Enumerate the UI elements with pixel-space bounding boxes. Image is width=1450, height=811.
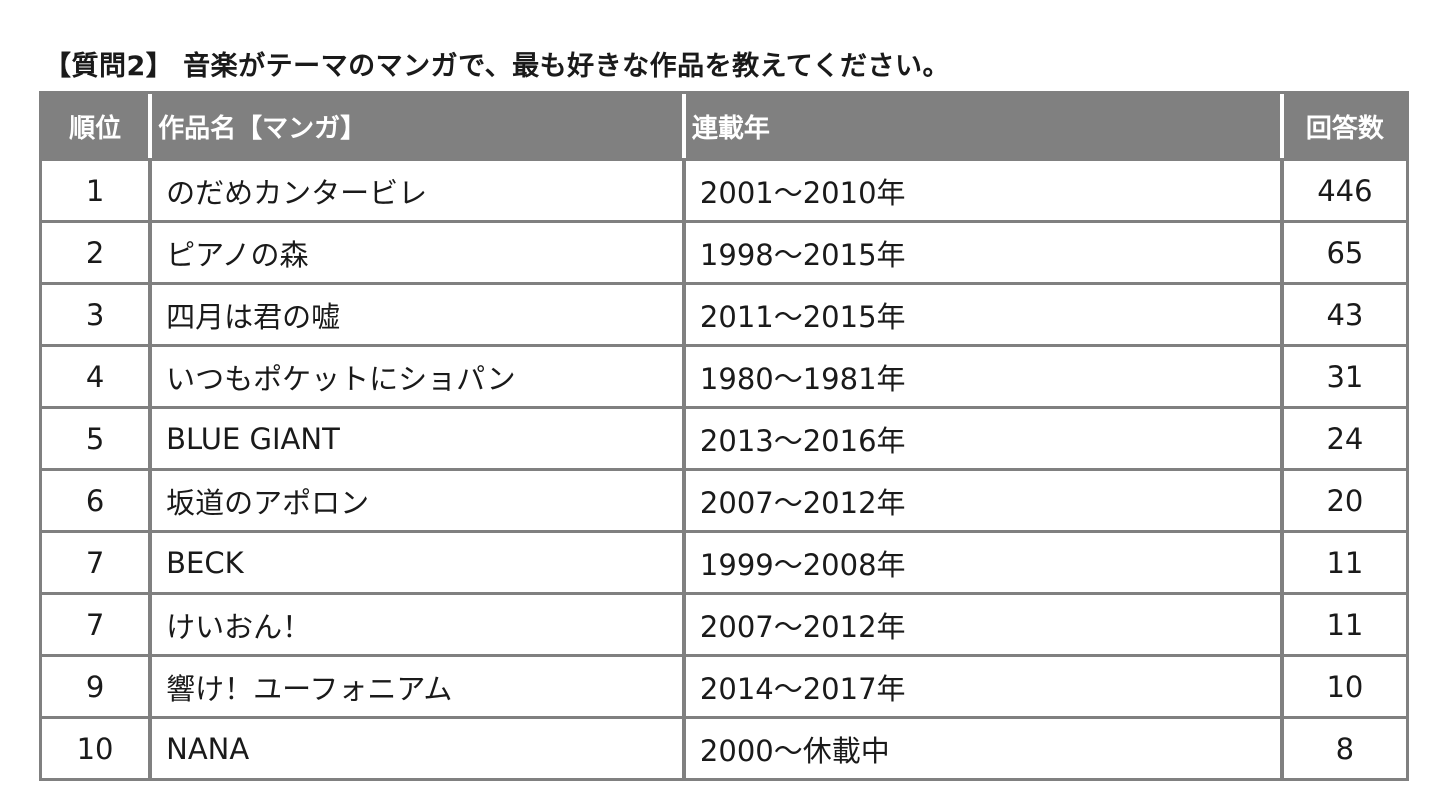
cell-title: いつもポケットにショパン: [148, 344, 682, 406]
cell-count: 20: [1279, 468, 1406, 530]
cell-title: NANA: [148, 716, 682, 778]
cell-rank: 2: [42, 220, 149, 282]
header-count: 回答数: [1279, 94, 1406, 158]
table-row: 9 響け！ユーフォニアム 2014～2017年 10: [42, 654, 1406, 716]
cell-rank: 1: [42, 158, 149, 220]
header-rank: 順位: [42, 94, 149, 158]
cell-count: 11: [1279, 592, 1406, 654]
cell-rank: 9: [42, 654, 149, 716]
cell-years: 2014～2017年: [681, 654, 1280, 716]
table-row: 1 のだめカンタービレ 2001～2010年 446: [42, 158, 1406, 220]
header-years: 連載年: [681, 94, 1280, 158]
cell-rank: 3: [42, 282, 149, 344]
cell-title: BECK: [148, 530, 682, 592]
cell-title: けいおん！: [148, 592, 682, 654]
cell-count: 11: [1279, 530, 1406, 592]
cell-years: 2007～2012年: [681, 468, 1280, 530]
cell-years: 1998～2015年: [681, 220, 1280, 282]
cell-rank: 5: [42, 406, 149, 468]
cell-title: 響け！ユーフォニアム: [148, 654, 682, 716]
cell-rank: 4: [42, 344, 149, 406]
table-row: 4 いつもポケットにショパン 1980～1981年 31: [42, 344, 1406, 406]
cell-count: 8: [1279, 716, 1406, 778]
table-row: 6 坂道のアポロン 2007～2012年 20: [42, 468, 1406, 530]
cell-years: 2007～2012年: [681, 592, 1280, 654]
header-title: 作品名【マンガ】: [148, 94, 682, 158]
cell-title: 四月は君の嘘: [148, 282, 682, 344]
cell-count: 10: [1279, 654, 1406, 716]
cell-years: 1980～1981年: [681, 344, 1280, 406]
cell-years: 1999～2008年: [681, 530, 1280, 592]
cell-years: 2001～2010年: [681, 158, 1280, 220]
cell-count: 24: [1279, 406, 1406, 468]
cell-rank: 7: [42, 592, 149, 654]
cell-rank: 6: [42, 468, 149, 530]
cell-title: ピアノの森: [148, 220, 682, 282]
cell-years: 2000～休載中: [681, 716, 1280, 778]
table-row: 7 けいおん！ 2007～2012年 11: [42, 592, 1406, 654]
cell-title: のだめカンタービレ: [148, 158, 682, 220]
cell-count: 65: [1279, 220, 1406, 282]
cell-years: 2011～2015年: [681, 282, 1280, 344]
table-header-row: 順位 作品名【マンガ】 連載年 回答数: [42, 94, 1406, 158]
cell-years: 2013～2016年: [681, 406, 1280, 468]
cell-count: 43: [1279, 282, 1406, 344]
cell-title: 坂道のアポロン: [148, 468, 682, 530]
table-row: 7 BECK 1999～2008年 11: [42, 530, 1406, 592]
cell-title: BLUE GIANT: [148, 406, 682, 468]
ranking-table: 順位 作品名【マンガ】 連載年 回答数 1 のだめカンタービレ 2001～201…: [39, 91, 1409, 781]
page-title: 【質問2】 音楽がテーマのマンガで、最も好きな作品を教えてください。: [44, 51, 950, 82]
table-row: 5 BLUE GIANT 2013～2016年 24: [42, 406, 1406, 468]
table-row: 2 ピアノの森 1998～2015年 65: [42, 220, 1406, 282]
cell-rank: 7: [42, 530, 149, 592]
table-row: 10 NANA 2000～休載中 8: [42, 716, 1406, 778]
cell-count: 31: [1279, 344, 1406, 406]
table-row: 3 四月は君の嘘 2011～2015年 43: [42, 282, 1406, 344]
cell-count: 446: [1279, 158, 1406, 220]
table-body: 1 のだめカンタービレ 2001～2010年 446 2 ピアノの森 1998～…: [42, 158, 1406, 778]
cell-rank: 10: [42, 716, 149, 778]
